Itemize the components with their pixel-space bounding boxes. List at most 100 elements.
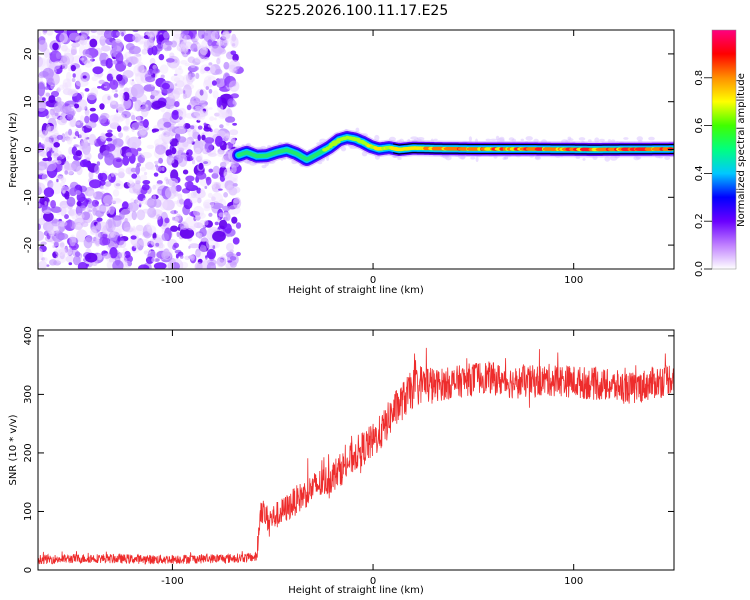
noise-speckle	[100, 132, 106, 142]
noise-speckle	[170, 62, 178, 70]
noise-speckle	[154, 160, 160, 165]
noise-speckle	[174, 67, 184, 75]
noise-speckle	[96, 253, 103, 261]
noise-speckle	[60, 181, 66, 188]
noise-speckle	[56, 220, 68, 227]
noise-speckle	[64, 136, 74, 142]
noise-speckle	[84, 59, 93, 68]
noise-speckle	[174, 77, 181, 83]
noise-speckle	[50, 200, 56, 209]
noise-speckle	[89, 113, 99, 123]
noise-speckle	[192, 129, 197, 136]
colorbar-ramp	[712, 30, 736, 269]
noise-speckle	[100, 186, 104, 190]
noise-speckle	[211, 183, 221, 193]
noise-speckle	[109, 247, 118, 259]
noise-speckle	[42, 97, 46, 102]
noise-speckle	[195, 72, 200, 79]
noise-speckle	[84, 208, 90, 212]
noise-speckle	[112, 157, 124, 168]
noise-speckle	[106, 73, 114, 82]
noise-speckle	[89, 179, 102, 189]
noise-speckle	[52, 251, 59, 259]
noise-speckle	[45, 179, 50, 182]
noise-speckle	[149, 165, 156, 171]
noise-speckle	[137, 61, 145, 76]
noise-speckle	[41, 130, 48, 141]
noise-speckle	[74, 251, 81, 257]
chart-title: S225.2026.100.11.17.E25	[266, 3, 449, 19]
noise-speckle	[70, 64, 77, 72]
noise-speckle	[79, 159, 87, 168]
noise-speckle	[223, 61, 230, 70]
noise-speckle	[223, 171, 229, 177]
noise-speckle	[218, 188, 223, 191]
noise-speckle	[132, 101, 139, 112]
noise-speckle	[64, 136, 71, 141]
noise-speckle	[112, 116, 124, 123]
noise-speckle	[213, 128, 220, 134]
noise-speckle	[214, 242, 220, 248]
noise-speckle	[84, 88, 90, 92]
noise-speckle	[99, 103, 105, 110]
noise-speckle	[122, 155, 130, 166]
noise-speckle	[40, 241, 47, 246]
noise-speckle	[110, 231, 116, 238]
noise-speckle	[43, 187, 55, 198]
track-halo-speckle	[340, 146, 347, 152]
noise-speckle	[46, 75, 54, 83]
noise-speckle	[68, 209, 75, 217]
noise-speckle	[38, 223, 41, 231]
track-halo-speckle	[485, 138, 491, 142]
noise-speckle	[107, 175, 111, 181]
noise-speckle	[124, 218, 128, 223]
noise-speckle	[178, 147, 185, 153]
noise-speckle	[87, 209, 93, 213]
noise-speckle	[64, 100, 77, 108]
noise-speckle	[164, 217, 170, 224]
noise-speckle	[156, 214, 162, 220]
noise-speckle	[59, 106, 72, 114]
noise-speckle	[160, 74, 165, 79]
noise-speckle	[76, 229, 88, 243]
noise-speckle	[217, 109, 228, 118]
colorbar-frame	[711, 29, 737, 270]
noise-speckle	[79, 127, 85, 135]
noise-speckle	[80, 205, 86, 211]
noise-speckle	[112, 189, 120, 197]
noise-speckle	[109, 79, 119, 90]
noise-speckle	[182, 45, 189, 53]
noise-speckle	[98, 79, 106, 85]
noise-speckle	[179, 227, 195, 239]
noise-speckle	[207, 152, 217, 157]
noise-speckle	[80, 115, 85, 124]
noise-speckle	[90, 58, 95, 62]
noise-speckle	[187, 56, 196, 64]
noise-speckle	[229, 135, 236, 144]
noise-speckle	[52, 79, 60, 84]
noise-speckle	[62, 190, 66, 194]
snr-x-tick-label: 0	[370, 576, 376, 587]
colorbar-tick-label: 0.2	[694, 213, 705, 229]
noise-speckle	[55, 254, 67, 264]
noise-speckle	[196, 155, 202, 163]
noise-speckle	[232, 122, 238, 126]
noise-speckle	[83, 128, 88, 134]
noise-speckle	[112, 260, 124, 269]
track-halo-speckle	[397, 157, 402, 160]
noise-speckle	[85, 263, 90, 267]
snr-y-axis-label: SNR (10 * v/v)	[8, 414, 19, 485]
track-outline-lower	[393, 152, 674, 155]
noise-speckle	[225, 213, 231, 221]
noise-speckle	[90, 30, 97, 33]
noise-speckle	[203, 56, 210, 61]
noise-speckle	[48, 95, 56, 104]
noise-speckle	[115, 89, 118, 93]
noise-speckle	[196, 187, 202, 194]
noise-speckle	[87, 60, 90, 64]
noise-speckle	[110, 49, 117, 57]
noise-speckle	[113, 93, 119, 98]
noise-speckle	[135, 165, 141, 175]
noise-speckle	[141, 184, 150, 191]
noise-speckle	[75, 67, 82, 81]
